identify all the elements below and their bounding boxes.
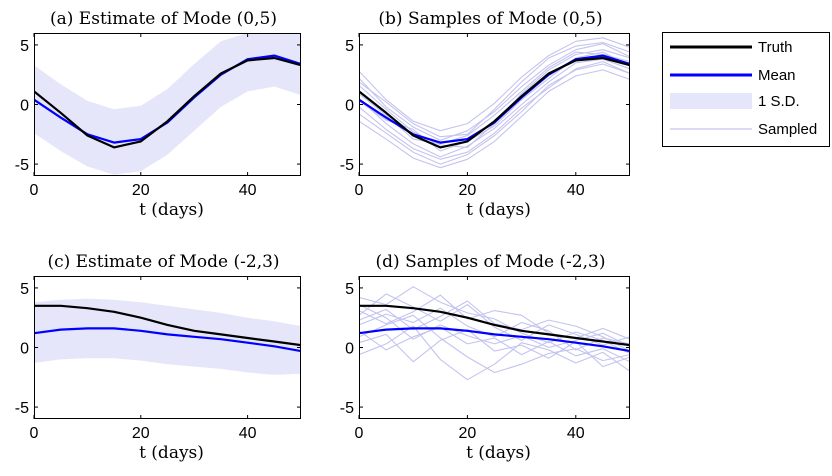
sample-line-7 xyxy=(359,300,630,352)
sample-line-8 xyxy=(359,314,630,374)
plot-area xyxy=(359,286,630,381)
sample-line-7 xyxy=(359,41,630,138)
plot-area xyxy=(34,298,301,375)
x-tick-label-2: 40 xyxy=(239,182,257,199)
y-tick-label-2: -5 xyxy=(340,400,354,417)
x-tick-label-1: 20 xyxy=(459,425,477,442)
sample-line-2 xyxy=(359,329,630,368)
x-tick-label-2: 40 xyxy=(567,425,585,442)
axes-box xyxy=(359,276,630,419)
legend-box xyxy=(662,32,830,147)
x-tick-label-0: 0 xyxy=(355,425,364,442)
y-tick-label-1: 0 xyxy=(345,341,354,358)
plot-area xyxy=(34,33,301,175)
sample-line-5 xyxy=(359,294,630,340)
plot-area xyxy=(359,37,630,169)
x-axis-label: t (days) xyxy=(139,443,204,463)
sample-line-1 xyxy=(359,63,630,165)
x-tick-label-1: 20 xyxy=(459,182,477,199)
x-tick-label-2: 40 xyxy=(567,182,585,199)
y-tick-label-0: 5 xyxy=(20,281,29,298)
y-tick-label-1: 0 xyxy=(20,341,29,358)
sample-line-9 xyxy=(359,51,630,152)
y-tick-label-0: 5 xyxy=(345,281,354,298)
y-tick-label-0: 5 xyxy=(20,38,29,55)
panel-title: (a) Estimate of Mode (0,5) xyxy=(50,9,277,29)
y-tick-label-2: -5 xyxy=(340,157,354,174)
legend-band-swatch xyxy=(670,93,752,109)
sample-line-5 xyxy=(359,69,630,169)
x-axis-label: t (days) xyxy=(466,200,531,220)
y-tick-label-2: -5 xyxy=(15,400,29,417)
x-tick-label-0: 0 xyxy=(30,182,39,199)
sample-line-9 xyxy=(359,304,630,349)
legend-truth-label: Truth xyxy=(758,39,792,56)
sample-line-6 xyxy=(359,51,630,145)
mean-line xyxy=(359,327,630,353)
legend: Truth Mean 1 S.D. Sampled xyxy=(662,32,830,147)
sample-line-1 xyxy=(359,307,630,351)
y-tick-label-2: -5 xyxy=(15,157,29,174)
x-tick-label-1: 20 xyxy=(132,425,150,442)
x-tick-label-1: 20 xyxy=(132,182,150,199)
mean-line xyxy=(34,327,301,353)
legend-mean-label: Mean xyxy=(758,67,796,84)
y-tick-label-0: 5 xyxy=(345,38,354,55)
sample-line-6 xyxy=(359,326,630,363)
sd-band xyxy=(34,33,301,175)
sd-band xyxy=(34,298,301,375)
sample-line-8 xyxy=(359,61,630,160)
panel-title: (d) Samples of Mode (-2,3) xyxy=(376,252,606,272)
panel-title: (c) Estimate of Mode (-2,3) xyxy=(47,252,279,272)
y-tick-label-1: 0 xyxy=(20,98,29,115)
truth-line xyxy=(34,56,301,149)
panel-title: (b) Samples of Mode (0,5) xyxy=(378,9,602,29)
y-tick-label-1: 0 xyxy=(345,98,354,115)
truth-line xyxy=(359,56,630,149)
legend-sampled-label: Sampled xyxy=(758,121,817,138)
x-axis-label: t (days) xyxy=(466,443,531,463)
legend-band-label: 1 S.D. xyxy=(758,93,800,110)
sample-line-4 xyxy=(359,37,630,132)
x-tick-label-0: 0 xyxy=(30,425,39,442)
mean-line xyxy=(359,54,630,144)
x-tick-label-0: 0 xyxy=(355,182,364,199)
truth-line xyxy=(359,304,630,347)
sample-line-3 xyxy=(359,58,630,158)
sample-line-0 xyxy=(359,43,630,141)
truth-line xyxy=(34,304,301,347)
x-tick-label-2: 40 xyxy=(239,425,257,442)
x-axis-label: t (days) xyxy=(139,200,204,220)
